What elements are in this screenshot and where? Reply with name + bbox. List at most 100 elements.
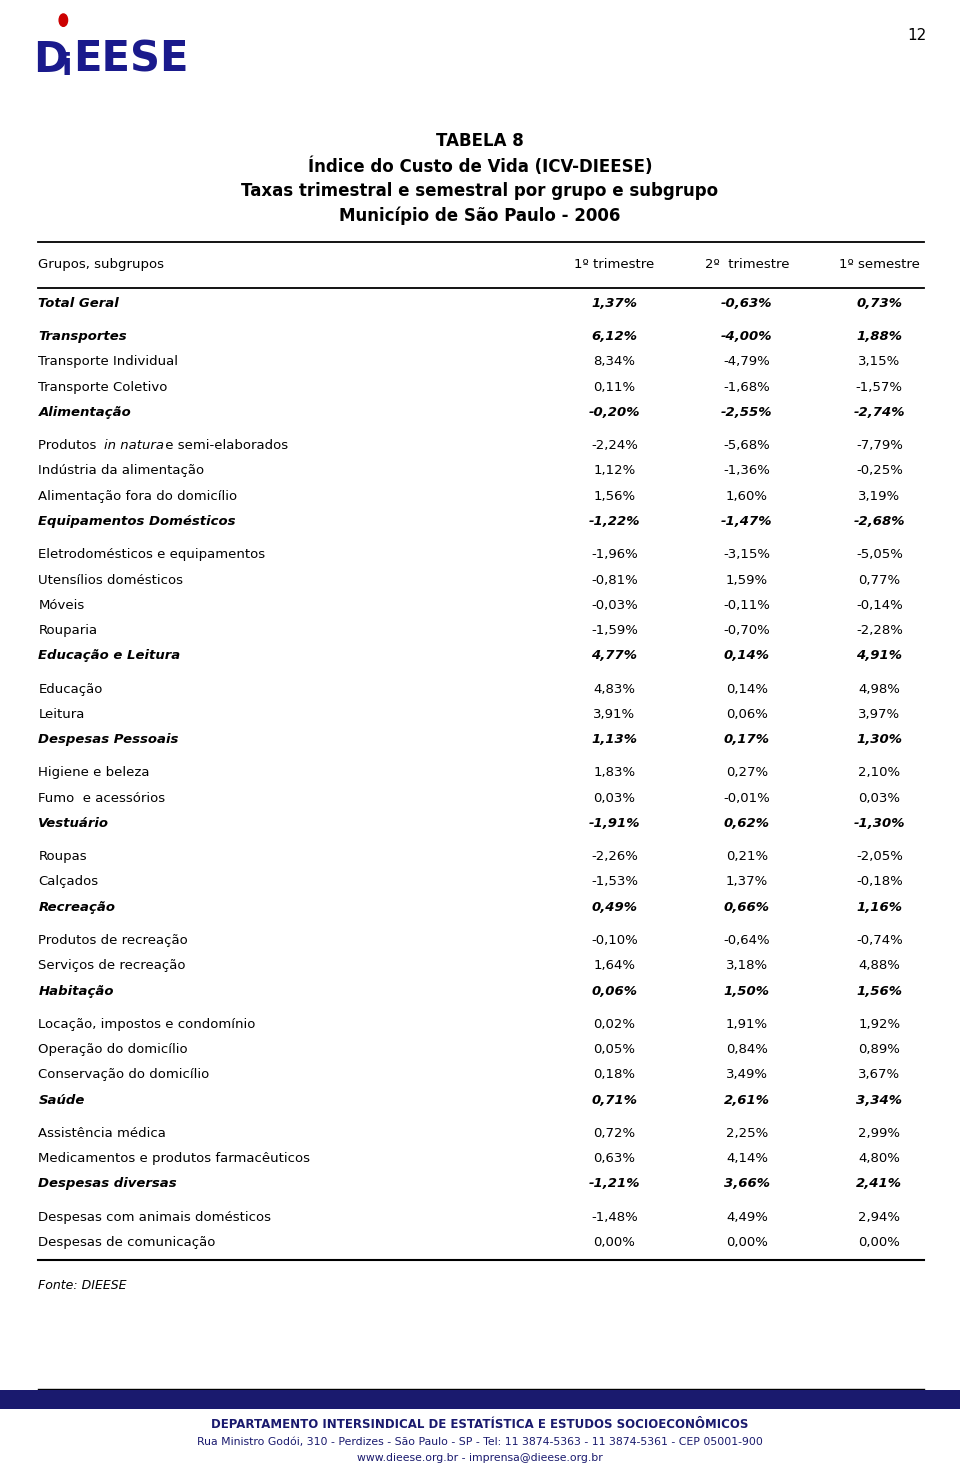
Text: 1,56%: 1,56% — [856, 985, 902, 998]
Text: Vestuário: Vestuário — [38, 816, 109, 829]
Text: Despesas diversas: Despesas diversas — [38, 1177, 177, 1191]
Text: 1,64%: 1,64% — [593, 959, 636, 972]
Text: 2,10%: 2,10% — [858, 766, 900, 780]
Text: 0,06%: 0,06% — [726, 708, 768, 721]
Text: 0,89%: 0,89% — [858, 1044, 900, 1055]
Text: Conservação do domicílio: Conservação do domicílio — [38, 1069, 209, 1082]
Text: 3,19%: 3,19% — [858, 490, 900, 502]
Text: -1,68%: -1,68% — [724, 380, 770, 393]
Text: -1,47%: -1,47% — [721, 515, 773, 528]
Text: 2º  trimestre: 2º trimestre — [705, 258, 789, 272]
Text: e semi-elaborados: e semi-elaborados — [161, 439, 288, 452]
Text: 0,73%: 0,73% — [856, 297, 902, 310]
Text: Transporte Coletivo: Transporte Coletivo — [38, 380, 168, 393]
Text: Transportes: Transportes — [38, 330, 127, 344]
Text: Habitação: Habitação — [38, 985, 114, 998]
Text: 2,25%: 2,25% — [726, 1127, 768, 1141]
Text: Despesas Pessoais: Despesas Pessoais — [38, 733, 179, 746]
Text: Higiene e beleza: Higiene e beleza — [38, 766, 150, 780]
Text: 0,02%: 0,02% — [593, 1017, 636, 1031]
Text: Locação, impostos e condomínio: Locação, impostos e condomínio — [38, 1017, 255, 1031]
Text: EESE: EESE — [73, 38, 188, 81]
Text: 2,61%: 2,61% — [724, 1094, 770, 1107]
Text: 2,41%: 2,41% — [856, 1177, 902, 1191]
Text: -1,36%: -1,36% — [724, 464, 770, 477]
Text: 0,05%: 0,05% — [593, 1044, 636, 1055]
Text: Eletrodomésticos e equipamentos: Eletrodomésticos e equipamentos — [38, 548, 266, 561]
Text: DEPARTAMENTO INTERSINDICAL DE ESTATÍSTICA E ESTUDOS SOCIOECONÔMICOS: DEPARTAMENTO INTERSINDICAL DE ESTATÍSTIC… — [211, 1418, 749, 1431]
Text: Rua Ministro Godói, 310 - Perdizes - São Paulo - SP - Tel: 11 3874-5363 - 11 387: Rua Ministro Godói, 310 - Perdizes - São… — [197, 1437, 763, 1447]
Text: -0,25%: -0,25% — [856, 464, 902, 477]
Text: -1,59%: -1,59% — [591, 624, 637, 637]
Text: Educação: Educação — [38, 683, 103, 696]
Text: -1,21%: -1,21% — [588, 1177, 640, 1191]
Text: -0,18%: -0,18% — [856, 875, 902, 888]
Text: -2,24%: -2,24% — [591, 439, 637, 452]
Text: D: D — [34, 38, 68, 81]
Text: 1,60%: 1,60% — [726, 490, 768, 502]
Text: 3,49%: 3,49% — [726, 1069, 768, 1082]
Text: 2,94%: 2,94% — [858, 1211, 900, 1224]
Text: 4,98%: 4,98% — [858, 683, 900, 696]
Text: Despesas de comunicação: Despesas de comunicação — [38, 1236, 216, 1249]
Text: 4,77%: 4,77% — [591, 649, 637, 662]
Text: TABELA 8: TABELA 8 — [436, 132, 524, 150]
Text: -1,48%: -1,48% — [591, 1211, 637, 1224]
Text: 3,66%: 3,66% — [724, 1177, 770, 1191]
Text: -5,05%: -5,05% — [856, 548, 902, 561]
Text: Índice do Custo de Vida (ICV-DIEESE): Índice do Custo de Vida (ICV-DIEESE) — [308, 157, 652, 176]
Text: Recreação: Recreação — [38, 901, 115, 913]
Text: -2,74%: -2,74% — [853, 405, 905, 418]
Text: Fumo  e acessórios: Fumo e acessórios — [38, 791, 165, 804]
Text: Produtos de recreação: Produtos de recreação — [38, 934, 188, 947]
Text: -2,28%: -2,28% — [856, 624, 902, 637]
Text: -0,03%: -0,03% — [591, 599, 637, 612]
Text: i: i — [61, 51, 72, 81]
Text: 1,59%: 1,59% — [726, 574, 768, 587]
Text: Móveis: Móveis — [38, 599, 84, 612]
Text: -1,30%: -1,30% — [853, 816, 905, 829]
Text: Transporte Individual: Transporte Individual — [38, 355, 179, 368]
Text: 1,50%: 1,50% — [724, 985, 770, 998]
Text: 4,49%: 4,49% — [726, 1211, 768, 1224]
Text: 4,91%: 4,91% — [856, 649, 902, 662]
Text: 1,16%: 1,16% — [856, 901, 902, 913]
Text: Leitura: Leitura — [38, 708, 84, 721]
Text: 1,30%: 1,30% — [856, 733, 902, 746]
Text: -2,55%: -2,55% — [721, 405, 773, 418]
Text: Indústria da alimentação: Indústria da alimentação — [38, 464, 204, 477]
Text: 0,00%: 0,00% — [858, 1236, 900, 1249]
Text: 0,62%: 0,62% — [724, 816, 770, 829]
Text: 0,06%: 0,06% — [591, 985, 637, 998]
Text: 3,91%: 3,91% — [593, 708, 636, 721]
Text: 0,21%: 0,21% — [726, 850, 768, 863]
Text: Equipamentos Domésticos: Equipamentos Domésticos — [38, 515, 236, 528]
Text: Roupas: Roupas — [38, 850, 87, 863]
Text: 3,97%: 3,97% — [858, 708, 900, 721]
Text: 1,91%: 1,91% — [726, 1017, 768, 1031]
Text: 0,18%: 0,18% — [593, 1069, 636, 1082]
Text: Despesas com animais domésticos: Despesas com animais domésticos — [38, 1211, 272, 1224]
Text: 1,37%: 1,37% — [726, 875, 768, 888]
Text: -1,22%: -1,22% — [588, 515, 640, 528]
Text: -1,96%: -1,96% — [591, 548, 637, 561]
Text: 1º trimestre: 1º trimestre — [574, 258, 655, 272]
Text: -0,20%: -0,20% — [588, 405, 640, 418]
Text: Alimentação: Alimentação — [38, 405, 132, 418]
Text: -0,64%: -0,64% — [724, 934, 770, 947]
Text: Taxas trimestral e semestral por grupo e subgrupo: Taxas trimestral e semestral por grupo e… — [241, 182, 719, 200]
Text: 0,66%: 0,66% — [724, 901, 770, 913]
Text: 1º semestre: 1º semestre — [839, 258, 920, 272]
Text: 12: 12 — [907, 28, 926, 43]
Text: 0,84%: 0,84% — [726, 1044, 768, 1055]
Text: -4,00%: -4,00% — [721, 330, 773, 344]
Text: 0,71%: 0,71% — [591, 1094, 637, 1107]
Text: Operação do domicílio: Operação do domicílio — [38, 1044, 188, 1055]
Text: 4,14%: 4,14% — [726, 1152, 768, 1166]
Text: www.dieese.org.br - imprensa@dieese.org.br: www.dieese.org.br - imprensa@dieese.org.… — [357, 1453, 603, 1464]
Text: 1,56%: 1,56% — [593, 490, 636, 502]
Text: -3,15%: -3,15% — [724, 548, 770, 561]
Text: -0,81%: -0,81% — [591, 574, 637, 587]
Text: 3,67%: 3,67% — [858, 1069, 900, 1082]
Text: 0,14%: 0,14% — [724, 649, 770, 662]
